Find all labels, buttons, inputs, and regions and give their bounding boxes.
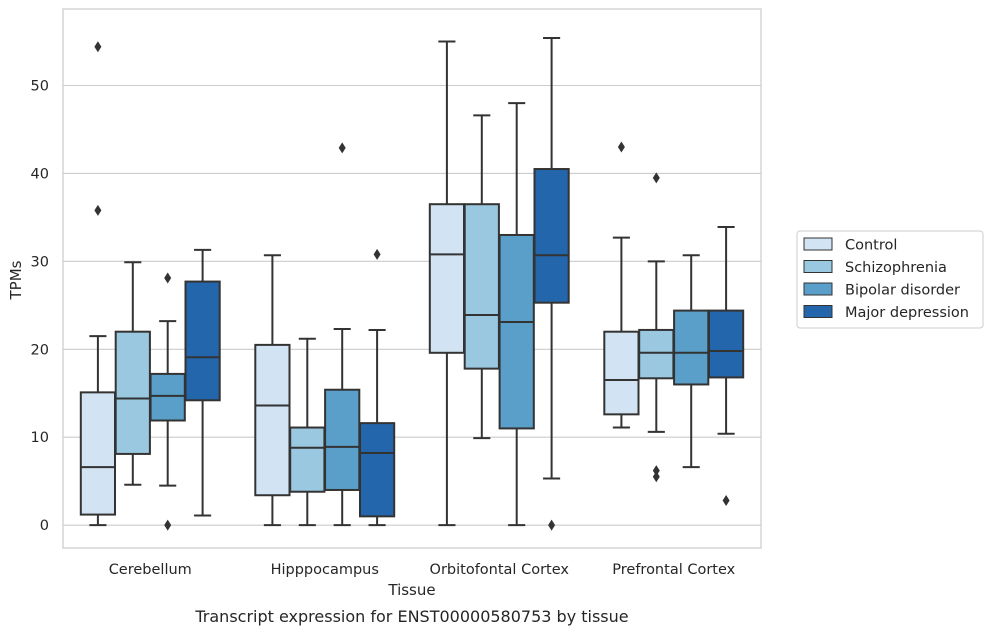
x-tick-label: Cerebellum xyxy=(109,562,192,578)
legend-label: Control xyxy=(845,238,897,254)
box-iqr xyxy=(114,330,151,455)
legend-label: Schizophrenia xyxy=(845,260,947,276)
box-control xyxy=(603,141,640,429)
box-iqr xyxy=(184,280,221,402)
box-iqr xyxy=(603,330,640,416)
y-tick-label: 10 xyxy=(31,430,49,446)
box-iqr xyxy=(533,168,570,304)
x-axis-label: Tissue xyxy=(387,581,435,599)
box-major-depression xyxy=(533,37,570,531)
outlier-point xyxy=(652,172,660,184)
y-tick-label: 30 xyxy=(31,254,49,270)
box-iqr xyxy=(289,426,326,493)
box-iqr xyxy=(79,391,117,516)
box-iqr xyxy=(673,309,710,386)
outlier-point xyxy=(373,248,381,260)
box-schizophrenia xyxy=(114,261,151,486)
box-control xyxy=(254,254,291,527)
x-tick-labels: Cerebellum Hipppocampus Orbitofontal Corte… xyxy=(109,562,736,578)
chart-caption: Transcript expression for ENST0000058075… xyxy=(194,607,628,626)
box-major-depression xyxy=(184,248,221,517)
box-iqr xyxy=(358,422,396,518)
x-tick-label: Prefrontal Cortex xyxy=(612,562,735,578)
y-tick-label: 20 xyxy=(31,342,49,358)
box-schizophrenia xyxy=(638,172,675,483)
legend-item: Control xyxy=(803,237,897,254)
y-tick-labels: 0 10 20 30 40 50 xyxy=(31,78,49,534)
legend-swatch xyxy=(803,305,833,318)
outlier-point xyxy=(94,41,102,53)
legend-item: Major depression xyxy=(803,305,969,321)
y-axis-label: TPMs xyxy=(7,260,25,300)
y-tick-label: 50 xyxy=(31,78,49,94)
legend-label: Major depression xyxy=(845,305,969,321)
x-tick-label: Orbitofontal Cortex xyxy=(430,562,570,578)
box-iqr xyxy=(463,203,500,370)
x-tick-label: Hipppocampus xyxy=(271,562,379,578)
box-major-depression xyxy=(358,248,396,527)
box-iqr xyxy=(428,203,466,354)
boxes xyxy=(79,37,745,531)
box-iqr xyxy=(149,372,186,422)
outlier-point xyxy=(164,519,172,531)
outlier-point xyxy=(338,142,346,154)
y-tick-label: 40 xyxy=(31,166,49,182)
legend: Control Schizophrenia Bipolar disorder Majo… xyxy=(796,230,984,329)
outlier-point xyxy=(94,204,102,216)
outlier-point xyxy=(548,519,556,531)
box-iqr xyxy=(254,343,291,497)
box-iqr xyxy=(707,309,745,379)
box-iqr xyxy=(324,388,361,491)
y-tick-label: 0 xyxy=(40,518,49,534)
legend-swatch xyxy=(803,282,833,296)
outlier-point xyxy=(617,141,625,153)
box-iqr xyxy=(498,233,535,430)
legend-item: Schizophrenia xyxy=(803,260,947,276)
box-bipolar-disorder xyxy=(149,272,186,531)
legend-label: Bipolar disorder xyxy=(845,283,960,299)
outlier-point xyxy=(722,495,730,507)
outlier-point xyxy=(652,471,660,483)
outlier-point xyxy=(652,465,660,477)
box-iqr xyxy=(638,328,675,380)
gridlines xyxy=(63,84,761,526)
legend-item: Bipolar disorder xyxy=(803,282,960,299)
box-major-depression xyxy=(707,226,745,507)
box-bipolar-disorder xyxy=(673,254,710,469)
legend-swatch xyxy=(803,260,833,273)
legend-swatch xyxy=(803,237,833,251)
plot-frame xyxy=(62,8,762,549)
outlier-point xyxy=(164,272,172,284)
box-bipolar-disorder xyxy=(498,102,535,527)
box-bipolar-disorder xyxy=(324,142,361,527)
box-control xyxy=(428,40,466,527)
box-schizophrenia xyxy=(463,114,500,440)
legend-frame xyxy=(796,230,984,329)
